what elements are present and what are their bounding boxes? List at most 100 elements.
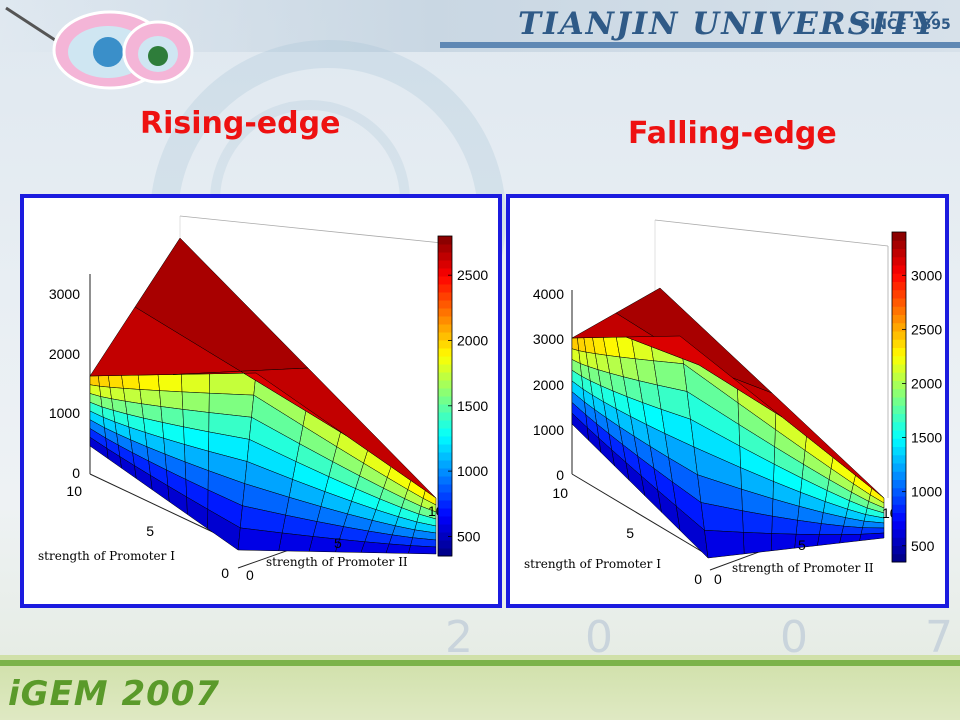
colorbar-segment xyxy=(438,324,452,333)
colorbar-segment xyxy=(892,331,906,340)
colorbar-segment xyxy=(892,512,906,522)
colorbar-segment xyxy=(438,260,452,269)
z-tick-label: 2000 xyxy=(533,377,564,393)
back-axis-line xyxy=(179,215,443,244)
colorbar-segment xyxy=(892,537,906,546)
surface-patch xyxy=(237,527,283,552)
x-tick-label: 5 xyxy=(626,525,634,541)
colorbar-segment xyxy=(438,468,452,477)
colorbar-segment xyxy=(892,438,906,447)
colorbar-segment xyxy=(892,553,906,563)
colorbar-segment xyxy=(438,548,452,557)
header-rule xyxy=(440,42,960,48)
founding-year: SINCE 1895 xyxy=(860,17,951,33)
colorbar-segment xyxy=(438,452,452,461)
rising-edge-panel: 3000 2000 1000 0 10 5 0 0 5 10 strength … xyxy=(20,194,502,608)
colorbar-segment xyxy=(892,322,906,332)
rising-edge-chart: 3000 2000 1000 0 10 5 0 0 5 10 strength … xyxy=(38,215,488,583)
surface-patch xyxy=(89,375,100,387)
colorbar-segment xyxy=(438,300,452,309)
colorbar-segment xyxy=(438,444,452,453)
x-axis-line xyxy=(571,473,707,555)
y-axis-label: strength of Promoter II xyxy=(266,555,408,569)
colorbar-segment xyxy=(892,446,906,456)
y-tick-label: 5 xyxy=(798,537,806,553)
surface-patch xyxy=(181,373,210,394)
colorbar-segment xyxy=(438,532,452,541)
colorbar-segment xyxy=(892,314,906,324)
colorbar-segment xyxy=(438,348,452,357)
y-tick-label: 5 xyxy=(334,535,342,551)
surface-patch xyxy=(817,534,842,546)
colorbar-segment xyxy=(438,420,452,429)
surface-patch xyxy=(743,532,772,555)
colorbar-segment xyxy=(438,540,452,549)
colorbar-segment xyxy=(892,256,906,266)
colorbar-segment xyxy=(892,380,906,390)
z-tick-label: 3000 xyxy=(49,286,80,302)
colorbar-segment xyxy=(892,248,906,258)
colorbar-frame xyxy=(437,235,453,557)
colorbar-segment xyxy=(438,460,452,469)
igem-brand: iGEM 2007 xyxy=(8,674,221,714)
x-axis-label: strength of Promoter I xyxy=(524,557,661,571)
colorbar-tick-label: 500 xyxy=(457,528,481,544)
y-tick-label: 0 xyxy=(714,571,722,587)
footer-rule xyxy=(0,660,960,666)
colorbar-segment xyxy=(438,396,452,405)
colorbar-segment xyxy=(892,454,906,464)
colorbar-tick-label: 2000 xyxy=(911,375,942,391)
deco-digit: 2 xyxy=(445,612,473,663)
colorbar-tick-label: 500 xyxy=(911,538,935,554)
colorbar-segment xyxy=(438,508,452,517)
colorbar-segment xyxy=(438,492,452,501)
colorbar-tick-label: 1000 xyxy=(457,463,488,479)
colorbar-segment xyxy=(438,308,452,317)
surface-patch xyxy=(704,529,745,559)
surface-patch xyxy=(360,541,390,554)
falling-edge-chart: 4000 3000 2000 1000 0 10 5 0 0 5 10 stre… xyxy=(524,219,942,587)
x-tick-label: 10 xyxy=(552,485,568,501)
colorbar-tick-label: 2000 xyxy=(457,332,488,348)
colorbar-segment xyxy=(892,487,906,497)
z-tick-label: 0 xyxy=(72,465,80,481)
surface-patch xyxy=(98,375,111,388)
colorbar-segment xyxy=(892,545,906,555)
colorbar-segment xyxy=(438,436,452,445)
x-ticks: 10 5 0 xyxy=(552,485,702,587)
rising-edge-colorbar: 500 1000 1500 2000 2500 xyxy=(437,235,488,557)
y-tick-label: 0 xyxy=(246,567,254,583)
colorbar-segment xyxy=(438,412,452,421)
surface-patch xyxy=(408,545,437,555)
falling-edge-surface xyxy=(571,287,885,559)
colorbar-segment xyxy=(892,347,906,357)
z-tick-label: 2000 xyxy=(49,346,80,362)
z-tick-label: 0 xyxy=(556,467,564,483)
left-chart-title: Rising-edge xyxy=(140,106,341,141)
colorbar-segment xyxy=(892,479,906,489)
colorbar-segment xyxy=(892,413,906,423)
surface-patch xyxy=(841,525,863,535)
surface-patch xyxy=(157,374,183,393)
z-tick-label: 4000 xyxy=(533,286,564,302)
colorbar-segment xyxy=(892,430,906,439)
colorbar-segment xyxy=(892,421,906,431)
x-tick-label: 10 xyxy=(66,483,82,499)
colorbar-tick-label: 1000 xyxy=(911,484,942,500)
surface-patch xyxy=(121,374,141,390)
colorbar-segment xyxy=(892,397,906,406)
z-tick-label: 1000 xyxy=(533,422,564,438)
colorbar-segment xyxy=(438,284,452,293)
colorbar-segment xyxy=(892,355,906,365)
colorbar-segment xyxy=(892,529,906,538)
colorbar-tick-label: 1500 xyxy=(911,430,942,446)
surface-top-patch xyxy=(172,370,347,436)
colorbar-tick-label: 1500 xyxy=(457,398,488,414)
colorbar-segment xyxy=(438,404,452,413)
colorbar-segment xyxy=(438,244,452,253)
x-ticks: 10 5 0 xyxy=(66,483,229,581)
colorbar-segment xyxy=(892,504,906,513)
colorbar-segment xyxy=(892,240,906,249)
surface-patch xyxy=(107,375,124,389)
colorbar-segment xyxy=(892,281,906,291)
